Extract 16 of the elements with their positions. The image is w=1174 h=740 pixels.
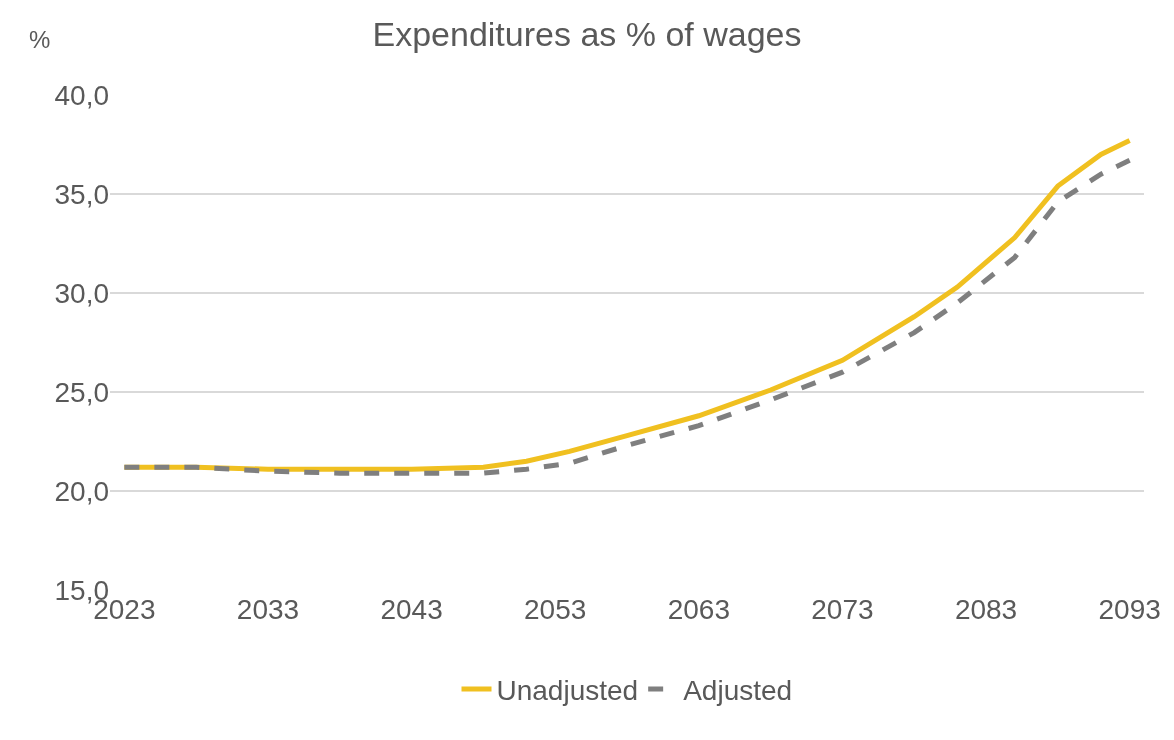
x-tick-label: 2093 (1098, 594, 1161, 625)
legend-label: Adjusted (683, 674, 793, 706)
x-tick-label: 2033 (236, 594, 300, 625)
y-tick-label: 35,0 (54, 178, 109, 210)
x-tick-label: 2043 (380, 594, 443, 625)
x-tick-label: 2063 (667, 594, 730, 625)
y-tick-label: 20,0 (54, 475, 109, 507)
x-tick-label: 2083 (954, 594, 1018, 625)
x-tick-label: 2053 (524, 594, 587, 625)
legend-label: Unadjusted (496, 674, 639, 706)
y-tick-label: 25,0 (54, 376, 109, 408)
x-tick-label: 2073 (811, 594, 874, 625)
y-tick-label: 30,0 (54, 277, 109, 309)
y-tick-label: 40,0 (54, 79, 109, 111)
chart-title: Expenditures as % of wages (372, 15, 802, 53)
y-axis-title: % (29, 26, 51, 53)
